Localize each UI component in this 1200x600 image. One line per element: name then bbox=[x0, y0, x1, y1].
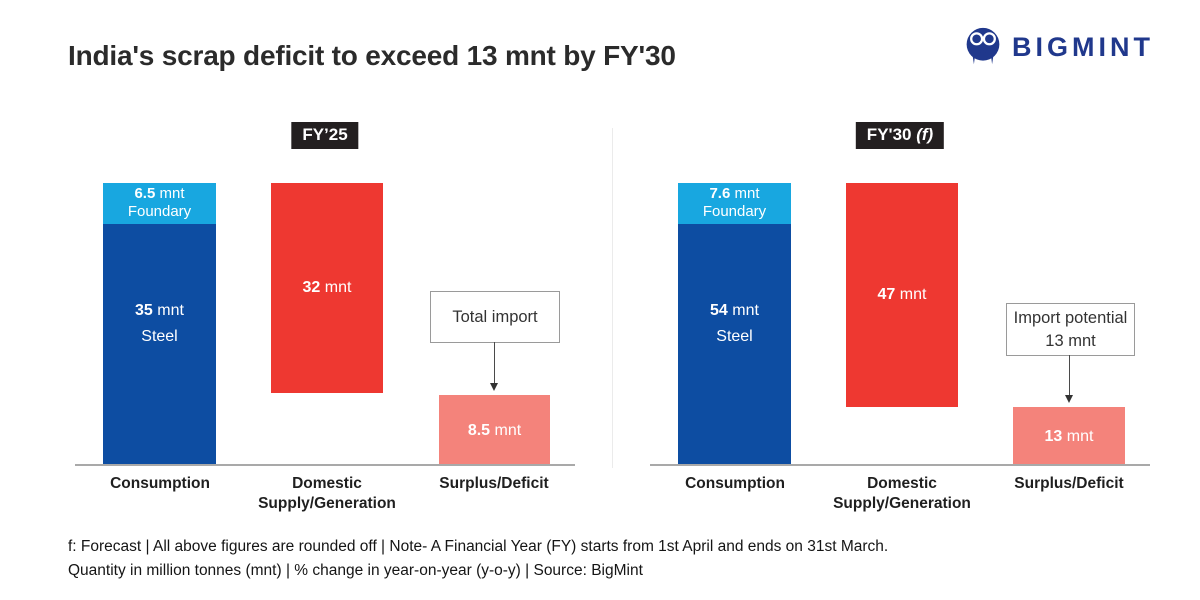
foundry-label: Foundary bbox=[702, 203, 767, 220]
footnote-line-1: f: Forecast | All above figures are roun… bbox=[68, 538, 889, 555]
surplus-deficit-bar: 13 mnt bbox=[1013, 407, 1125, 466]
foundry-label: Foundary bbox=[127, 203, 192, 220]
foundry-value: 7.6 bbox=[709, 185, 731, 202]
supply-unit: mnt bbox=[899, 286, 927, 303]
steel-value-line: 54 mnt bbox=[678, 298, 791, 324]
footnote-line-2: Quantity in million tonnes (mnt) | % cha… bbox=[68, 562, 643, 579]
foundry-value-line: 7.6 mnt bbox=[678, 185, 791, 203]
brand-name: BIGMINT bbox=[1012, 31, 1154, 62]
x-axis-line bbox=[650, 464, 1150, 466]
domestic-supply-bar: 47 mnt bbox=[846, 183, 958, 407]
foundry-value-line: 6.5 mnt bbox=[103, 185, 216, 203]
annotation-box-import-potential: Import potential 13 mnt bbox=[1006, 303, 1135, 356]
x-axis-line bbox=[75, 464, 575, 466]
deficit-unit: mnt bbox=[494, 421, 522, 439]
bigmint-logo: BIGMINT bbox=[963, 27, 1154, 67]
chart-panel-fy30: FY'30 (f) 7.6 mnt Foundary 54 mnt Steel … bbox=[650, 120, 1150, 540]
steel-segment-label: 35 mnt Steel bbox=[103, 298, 216, 350]
annotation-arrow bbox=[1065, 355, 1073, 403]
category-label-consumption: Consumption bbox=[110, 475, 210, 492]
consumption-bar: 7.6 mnt Foundary 54 mnt Steel bbox=[678, 183, 791, 466]
surplus-deficit-bar: 8.5 mnt bbox=[439, 395, 550, 466]
supply-value-line: 32 mnt bbox=[303, 279, 352, 297]
steel-value: 54 bbox=[710, 302, 728, 319]
supply-value: 32 bbox=[302, 279, 321, 296]
steel-label: Steel bbox=[141, 328, 178, 345]
annotation-box-total-import: Total import bbox=[430, 291, 560, 343]
period-chip-text: FY’25 bbox=[302, 125, 348, 144]
panel-divider bbox=[612, 128, 613, 468]
foundry-segment: 7.6 mnt Foundary bbox=[678, 183, 791, 224]
domestic-supply-bar: 32 mnt bbox=[271, 183, 383, 393]
period-chip-fy25: FY’25 bbox=[291, 122, 359, 149]
foundry-value: 6.5 bbox=[134, 185, 156, 202]
category-label-domestic-supply: Domestic Supply/Generation bbox=[812, 474, 992, 514]
supply-unit: mnt bbox=[324, 279, 352, 296]
category-label-line-1: Domestic bbox=[867, 475, 937, 492]
deficit-value: 8.5 bbox=[467, 421, 491, 439]
steel-segment-label: 54 mnt Steel bbox=[678, 298, 791, 350]
deficit-value: 13 bbox=[1044, 427, 1063, 445]
annotation-line-1: Total import bbox=[452, 307, 538, 326]
category-label-line-2: Supply/Generation bbox=[258, 495, 396, 512]
steel-unit: mnt bbox=[732, 302, 759, 319]
supply-value-line: 47 mnt bbox=[878, 286, 927, 304]
page-title: India's scrap deficit to exceed 13 mnt b… bbox=[68, 40, 676, 71]
category-label-surplus-deficit: Surplus/Deficit bbox=[439, 475, 549, 492]
foundry-segment: 6.5 mnt Foundary bbox=[103, 183, 216, 224]
foundry-unit: mnt bbox=[159, 185, 185, 202]
steel-value-line: 35 mnt bbox=[103, 298, 216, 324]
period-chip-fy30: FY'30 (f) bbox=[855, 122, 945, 149]
category-label-line-2: Supply/Generation bbox=[833, 495, 971, 512]
category-label-domestic-supply: Domestic Supply/Generation bbox=[237, 474, 417, 514]
deficit-value-line: 8.5 mnt bbox=[468, 422, 521, 440]
period-chip-text: FY'30 bbox=[866, 125, 917, 144]
annotation-line-2: 13 mnt bbox=[1045, 331, 1096, 350]
steel-label: Steel bbox=[716, 328, 753, 345]
annotation-arrow bbox=[490, 342, 498, 391]
category-label-line-1: Domestic bbox=[292, 475, 362, 492]
category-label-surplus-deficit: Surplus/Deficit bbox=[1014, 475, 1124, 492]
deficit-value-line: 13 mnt bbox=[1045, 428, 1094, 446]
category-label-consumption: Consumption bbox=[685, 475, 785, 492]
annotation-line-1: Import potential bbox=[1013, 308, 1128, 327]
deficit-unit: mnt bbox=[1066, 427, 1094, 445]
steel-value: 35 bbox=[135, 302, 153, 319]
bigmint-logo-icon bbox=[966, 27, 1000, 65]
foundry-unit: mnt bbox=[734, 185, 760, 202]
supply-value: 47 bbox=[877, 286, 896, 303]
chart-panel-fy25: FY’25 6.5 mnt Foundary 35 mnt Steel 32 m… bbox=[75, 120, 575, 540]
steel-unit: mnt bbox=[157, 302, 184, 319]
period-chip-suffix: (f) bbox=[916, 125, 934, 144]
consumption-bar: 6.5 mnt Foundary 35 mnt Steel bbox=[103, 183, 216, 466]
